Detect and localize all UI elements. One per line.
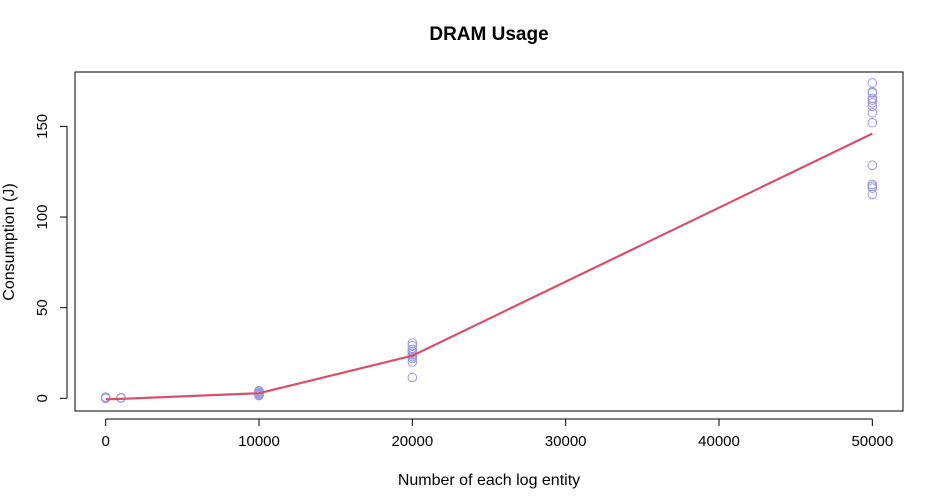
data-point bbox=[867, 179, 878, 190]
y-axis: 0 50 100 150 bbox=[34, 114, 68, 402]
plot-area bbox=[100, 78, 878, 404]
x-axis-label: Number of each log entity bbox=[398, 472, 580, 489]
x-tick-label: 30000 bbox=[545, 433, 587, 450]
y-tick-label: 100 bbox=[34, 205, 51, 230]
x-tick-label: 0 bbox=[101, 433, 109, 450]
data-point bbox=[867, 117, 878, 128]
data-point bbox=[867, 98, 878, 108]
data-point bbox=[254, 390, 264, 400]
x-tick-label: 50000 bbox=[851, 433, 893, 450]
x-tick-label: 20000 bbox=[391, 433, 433, 450]
data-point bbox=[407, 372, 418, 383]
y-tick-label: 0 bbox=[34, 394, 51, 402]
data-point bbox=[867, 160, 878, 171]
chart-title: DRAM Usage bbox=[429, 24, 548, 45]
data-point bbox=[867, 93, 878, 104]
x-axis: 0 10000 20000 30000 40000 50000 bbox=[101, 418, 893, 450]
fit-line bbox=[105, 132, 873, 401]
x-tick-label: 40000 bbox=[698, 433, 740, 450]
data-point bbox=[867, 107, 878, 118]
y-tick-label: 50 bbox=[34, 299, 51, 316]
data-point bbox=[407, 340, 418, 351]
data-point bbox=[867, 181, 878, 192]
y-axis-label: Consumption (J) bbox=[1, 183, 18, 300]
x-tick-label: 10000 bbox=[238, 433, 280, 450]
data-point bbox=[100, 392, 111, 403]
y-tick-label: 150 bbox=[34, 114, 51, 139]
plot-frame bbox=[74, 71, 904, 412]
data-point bbox=[867, 78, 878, 88]
